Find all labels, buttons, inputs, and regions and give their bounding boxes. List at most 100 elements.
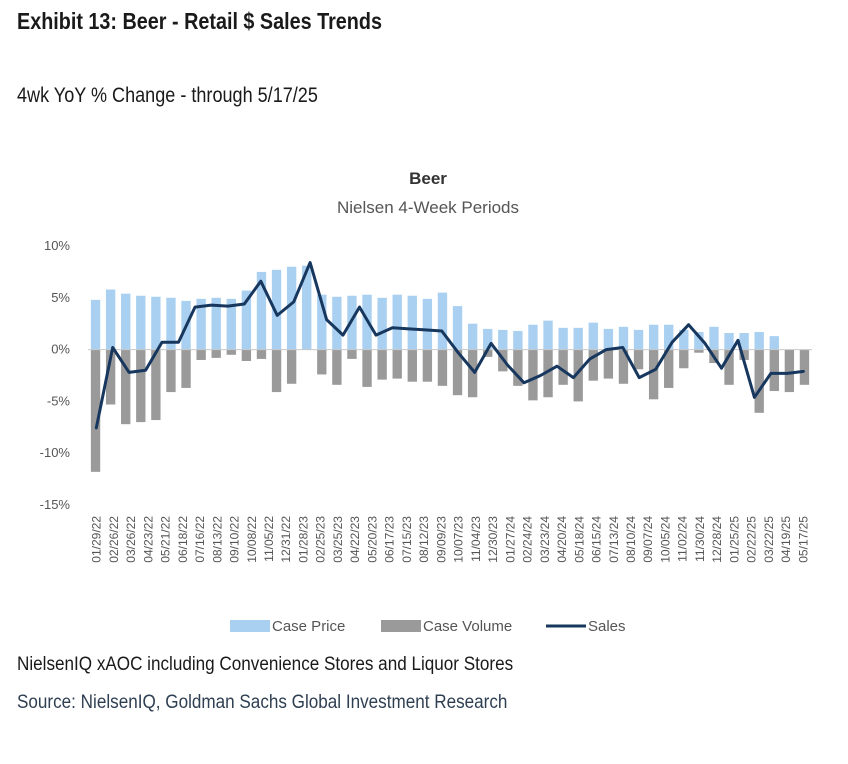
bar-series	[90, 265, 810, 472]
case-price-bar	[769, 336, 779, 350]
case-volume-bar	[136, 349, 146, 423]
x-tick-label: 07/16/22	[193, 516, 207, 563]
sales-point	[555, 364, 559, 368]
x-tick-label: 05/18/24	[572, 516, 586, 563]
sales-line	[94, 261, 804, 429]
y-axis: 10% 5% 0% -5% -10% -15%	[40, 238, 71, 512]
case-volume-bar	[664, 349, 674, 388]
legend-swatch	[230, 620, 270, 632]
case-price-bar	[709, 326, 719, 350]
case-volume-bar	[799, 349, 810, 385]
x-tick-label: 04/19/25	[779, 516, 793, 563]
sales-point	[193, 305, 197, 309]
x-tick-label: 09/09/23	[434, 516, 448, 563]
x-tick-label: 07/15/23	[400, 516, 414, 563]
chart-title: Beer	[409, 169, 447, 188]
case-volume-bar	[679, 349, 689, 369]
case-volume-bar	[769, 349, 779, 392]
x-tick-label: 02/26/22	[107, 516, 121, 563]
x-tick-label: 09/07/24	[641, 516, 655, 563]
sales-point	[276, 314, 279, 317]
sales-point	[753, 396, 756, 399]
x-tick-label: 06/15/24	[590, 516, 604, 563]
case-price-bar	[724, 333, 734, 350]
y-tick-label: -5%	[47, 393, 71, 408]
sales-point	[259, 280, 262, 283]
x-tick-label: 10/08/22	[245, 516, 259, 563]
x-tick-label: 11/04/23	[469, 516, 483, 562]
case-volume-bar	[211, 349, 221, 358]
x-tick-label: 03/22/25	[762, 516, 776, 563]
case-price-bar	[196, 298, 206, 350]
sales-point	[736, 339, 740, 342]
x-tick-label: 03/26/22	[124, 516, 138, 563]
case-price-bar	[694, 331, 704, 350]
sales-point	[292, 300, 295, 304]
case-price-bar	[467, 323, 478, 350]
case-price-bar	[483, 328, 493, 350]
case-price-bar	[633, 329, 644, 350]
x-tick-label: 11/05/22	[262, 516, 276, 562]
case-volume-bar	[166, 349, 176, 393]
sales-point	[160, 341, 164, 344]
x-tick-label: 07/13/24	[607, 516, 621, 563]
case-price-bar	[151, 296, 161, 350]
case-volume-bar	[588, 349, 598, 381]
sales-point	[522, 381, 526, 384]
case-volume-bar	[437, 349, 448, 386]
case-price-bar	[166, 297, 176, 350]
case-price-bar	[392, 294, 402, 350]
case-price-bar	[317, 294, 327, 350]
case-price-bar	[121, 293, 131, 350]
x-tick-label: 01/25/25	[727, 516, 741, 563]
sales-point	[308, 261, 312, 264]
sales-point	[720, 367, 723, 370]
case-price-bar	[211, 297, 221, 350]
x-tick-label: 12/28/24	[710, 516, 724, 563]
sales-line-series	[94, 261, 805, 430]
case-volume-bar	[543, 349, 553, 398]
case-volume-bar	[226, 349, 236, 355]
chart-subtitle: Nielsen 4-Week Periods	[337, 198, 519, 217]
sales-point	[638, 376, 641, 379]
x-tick-label: 10/05/24	[659, 516, 673, 563]
case-price-bar	[498, 329, 508, 350]
case-price-bar	[437, 292, 448, 350]
sales-point	[572, 376, 575, 379]
case-volume-bar	[90, 349, 101, 472]
x-tick-label: 12/30/23	[486, 516, 500, 563]
case-price-bar	[664, 324, 674, 350]
case-price-bar	[271, 269, 282, 350]
case-price-bar	[588, 322, 598, 350]
x-tick-label: 03/23/24	[538, 516, 552, 563]
x-tick-label: 05/17/25	[796, 516, 810, 563]
x-tick-label: 12/31/22	[279, 516, 293, 563]
exhibit-title: Exhibit 13: Beer - Retail $ Sales Trends	[17, 8, 382, 34]
source-note: Source: NielsenIQ, Goldman Sachs Global …	[17, 692, 508, 713]
x-tick-label: 05/20/23	[365, 516, 379, 563]
case-volume-bar	[347, 349, 357, 359]
case-volume-bar	[724, 349, 734, 385]
x-tick-label: 01/29/22	[90, 516, 104, 563]
sales-point	[457, 351, 460, 354]
case-volume-bar	[784, 349, 795, 393]
case-volume-bar	[407, 349, 417, 382]
case-price-bar	[90, 299, 101, 350]
sales-point	[621, 346, 624, 349]
case-price-bar	[648, 324, 659, 350]
case-volume-bar	[467, 349, 478, 398]
x-tick-label: 11/02/24	[676, 516, 690, 562]
sales-point	[654, 368, 657, 371]
case-volume-bar	[121, 349, 131, 425]
x-tick-label: 06/18/22	[176, 516, 190, 563]
sales-point	[95, 427, 98, 430]
legend-label: Sales	[588, 618, 626, 635]
x-tick-label: 04/23/22	[141, 516, 155, 563]
legend-label: Case Volume	[423, 618, 512, 635]
case-volume-bar	[256, 349, 267, 359]
sales-point	[786, 372, 789, 375]
y-tick-label: -15%	[40, 497, 71, 512]
case-volume-bar	[573, 349, 583, 402]
case-volume-bar	[181, 349, 191, 388]
case-price-bar	[407, 295, 417, 350]
